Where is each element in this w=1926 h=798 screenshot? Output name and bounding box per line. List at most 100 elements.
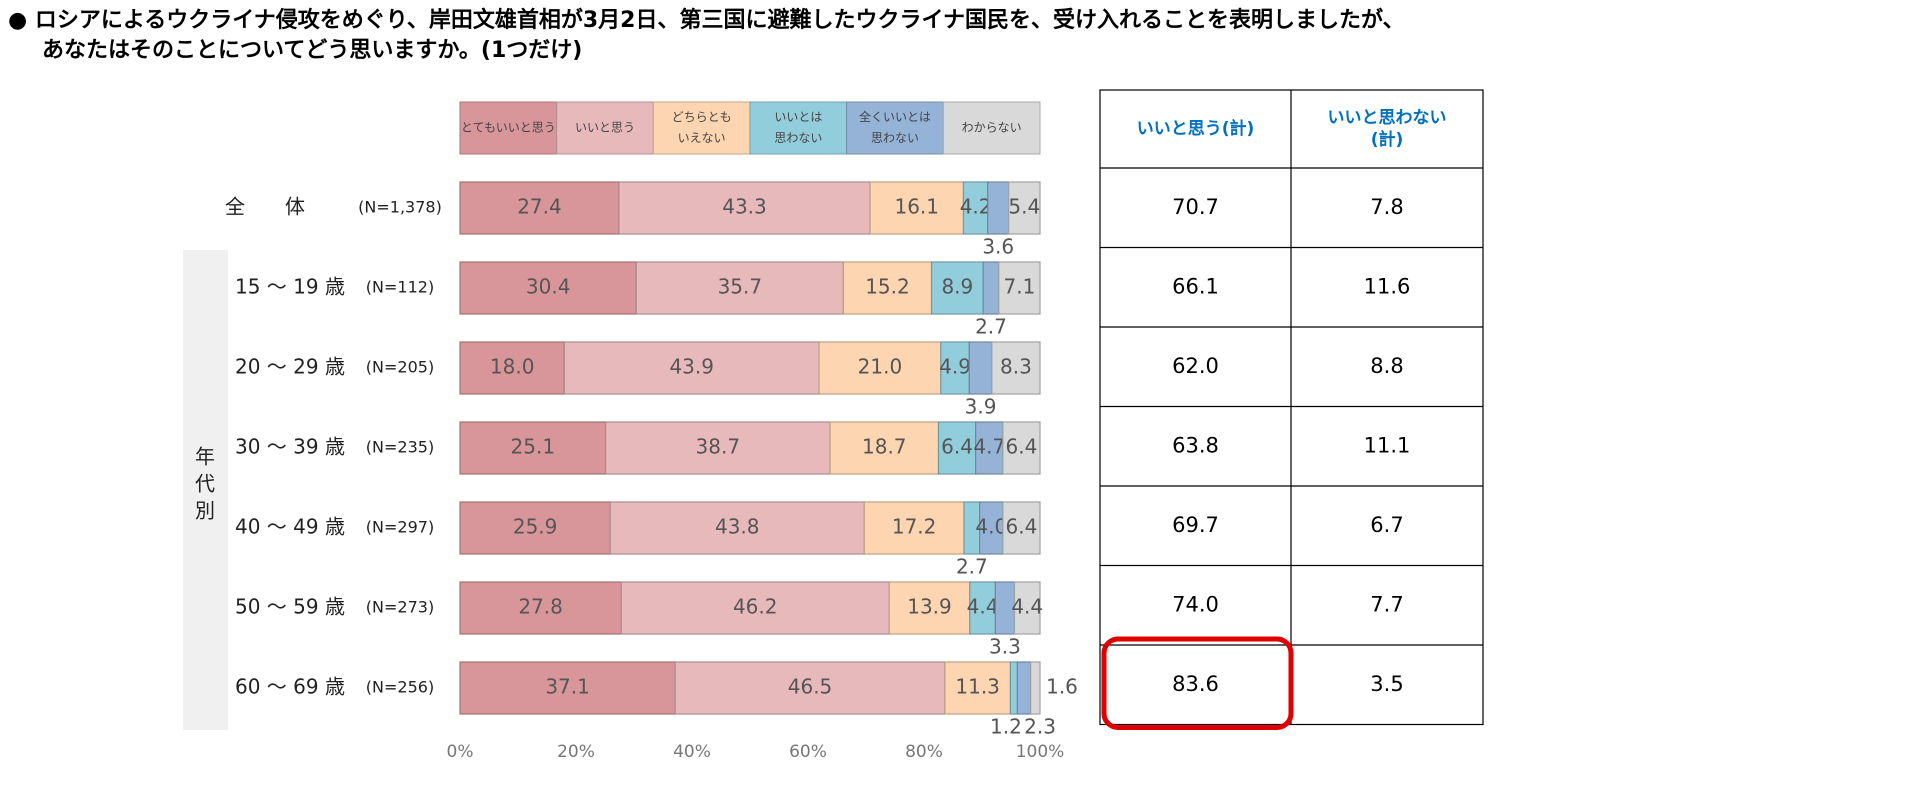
category-n-label: (N=273) [366, 598, 434, 617]
x-tick-label: 40% [673, 742, 711, 762]
data-label: 6.4 [941, 435, 973, 459]
data-label: 27.4 [517, 195, 562, 219]
data-label: 2.3 [1024, 715, 1056, 739]
table-cell: 3.5 [1370, 672, 1403, 696]
x-tick-label: 80% [905, 742, 943, 762]
legend-swatch-1 [556, 101, 654, 155]
bar-segment [982, 261, 1000, 315]
legend-label: いいとは [774, 110, 822, 124]
bar-segment [937, 421, 977, 475]
legend-label: いいと思う [575, 121, 635, 135]
bar-segment [1013, 581, 1041, 635]
legend-label: とてもいいと思う [461, 121, 556, 135]
bar-segment [459, 421, 607, 475]
table-cell: 62.0 [1172, 354, 1219, 378]
x-tick-label: 60% [789, 742, 827, 762]
data-label: 30.4 [526, 275, 571, 299]
data-label: 3.3 [989, 635, 1021, 659]
legend-swatch-3 [749, 101, 848, 155]
bar-segment [969, 581, 996, 635]
table-cell: 7.7 [1370, 592, 1403, 616]
table-cell: 11.6 [1364, 274, 1411, 298]
bar-segment [674, 661, 946, 715]
data-label: 1.6 [1046, 675, 1078, 699]
data-label: 6.4 [1006, 435, 1038, 459]
legend-label: どちらとも [672, 110, 732, 124]
bar-segment [459, 661, 676, 715]
legend-label: いえない [678, 131, 726, 145]
data-label: 43.3 [722, 195, 767, 219]
x-tick-label: 20% [557, 742, 595, 762]
bar-segment [829, 421, 940, 475]
table-cell: 74.0 [1172, 592, 1219, 616]
category-n-label: (N=235) [366, 438, 434, 457]
bar-segment [944, 661, 1012, 715]
bar-segment [459, 581, 622, 635]
data-label: 11.3 [955, 675, 1000, 699]
group-label-char: 代 [195, 472, 215, 496]
bar-segment [1002, 501, 1041, 555]
data-label: 5.4 [1008, 195, 1040, 219]
bar-segment [459, 341, 566, 395]
category-label: 全 体 [225, 195, 305, 219]
data-label: 4.0 [975, 515, 1007, 539]
table-cell: 6.7 [1370, 513, 1403, 537]
data-label: 38.7 [696, 435, 741, 459]
bar-segment [1008, 181, 1041, 235]
category-label: 15 ～ 19 歳 [235, 275, 345, 299]
bar-segment [869, 181, 965, 235]
table-header: いいと思わない [1328, 108, 1447, 128]
bar-segment [962, 181, 989, 235]
group-band [183, 250, 228, 730]
table-header: (計) [1371, 129, 1404, 150]
legend-label: わからない [962, 121, 1022, 135]
category-n-label: (N=112) [366, 278, 434, 297]
table-cell: 66.1 [1172, 274, 1219, 298]
x-tick-label: 0% [447, 742, 474, 762]
bar-segment [930, 261, 984, 315]
data-label: 25.1 [511, 435, 556, 459]
bar-segment [1002, 421, 1041, 475]
data-label: 46.5 [788, 675, 833, 699]
category-label: 60 ～ 69 歳 [235, 675, 345, 699]
table-header: いいと思う(計) [1137, 118, 1255, 139]
data-label: 8.3 [1000, 355, 1032, 379]
bar-segment [459, 181, 620, 235]
data-label: 27.8 [518, 595, 563, 619]
legend-swatch-5 [942, 101, 1041, 155]
bar-segment [991, 341, 1041, 395]
data-label: 43.8 [715, 515, 760, 539]
bar-segment [459, 501, 611, 555]
data-label: 13.9 [907, 595, 952, 619]
data-label: 18.7 [862, 435, 907, 459]
data-label: 3.9 [965, 395, 997, 419]
bar-segment [618, 181, 871, 235]
data-label: 2.7 [956, 555, 988, 579]
data-label: 4.2 [960, 195, 992, 219]
data-label: 4.9 [939, 355, 971, 379]
data-label: 17.2 [892, 515, 937, 539]
category-label: 50 ～ 59 歳 [235, 595, 345, 619]
x-tick-label: 100% [1016, 742, 1065, 762]
data-label: 7.1 [1004, 275, 1036, 299]
bar-segment [987, 181, 1010, 235]
bar-segment [1016, 661, 1032, 715]
category-label: 40 ～ 49 歳 [235, 515, 345, 539]
data-label: 16.1 [894, 195, 939, 219]
table-cell: 7.8 [1370, 195, 1403, 219]
data-label: 3.6 [982, 235, 1014, 259]
bar-segment [1030, 661, 1041, 715]
data-label: 4.7 [973, 435, 1005, 459]
bar-segment [998, 261, 1041, 315]
category-n-label: (N=205) [366, 358, 434, 377]
table-cell: 70.7 [1172, 195, 1219, 219]
bar-segment [863, 501, 965, 555]
bar-segment [968, 341, 993, 395]
bar-segment [620, 581, 890, 635]
data-label: 46.2 [733, 595, 778, 619]
legend-swatch-4 [846, 101, 944, 155]
table-cell: 69.7 [1172, 513, 1219, 537]
data-label: 6.4 [1006, 515, 1038, 539]
group-label-char: 別 [195, 499, 215, 523]
data-label: 4.4 [967, 595, 999, 619]
